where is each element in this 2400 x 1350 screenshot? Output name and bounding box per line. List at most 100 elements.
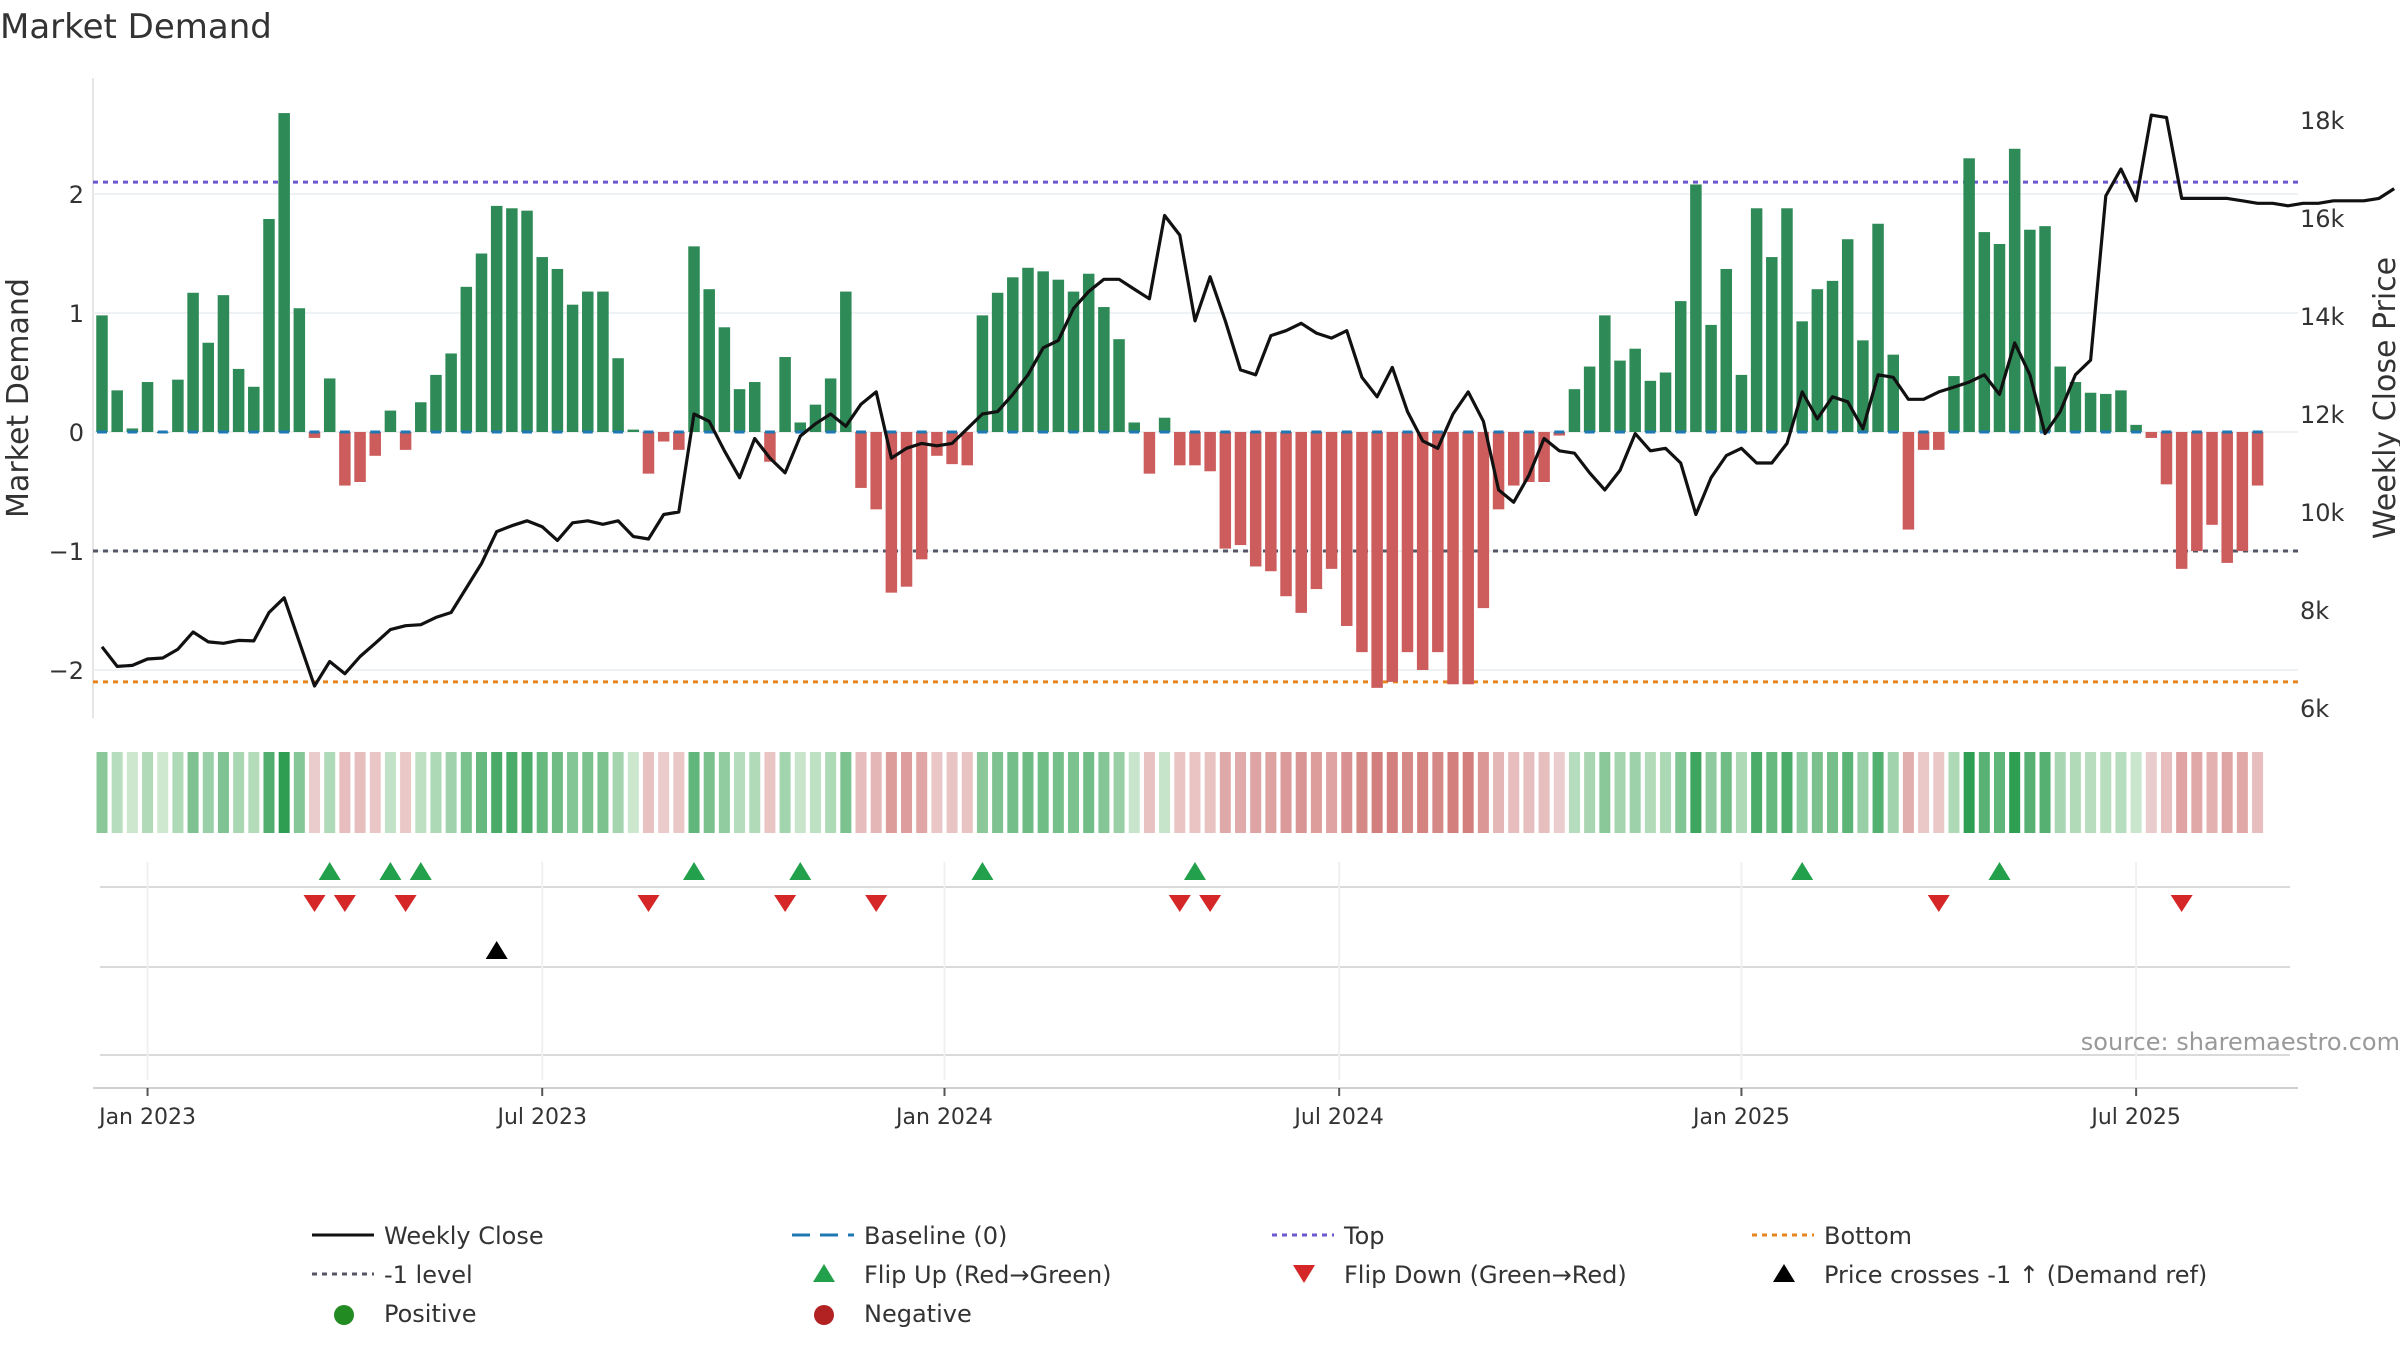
heat-cell bbox=[1902, 752, 1914, 833]
heat-cell bbox=[536, 752, 548, 833]
right-tick-label: 12k bbox=[2300, 401, 2345, 429]
heat-cell bbox=[1326, 752, 1338, 833]
heat-cell bbox=[2100, 752, 2112, 833]
demand-bar bbox=[1948, 376, 1960, 432]
heat-cell bbox=[1918, 752, 1930, 833]
heat-cell bbox=[1857, 752, 1869, 833]
demand-bar bbox=[1841, 239, 1854, 432]
demand-bar bbox=[1857, 340, 1869, 432]
heat-cell bbox=[521, 752, 533, 833]
legend-item-flip-down: Flip Down (Green→Red) bbox=[1293, 1261, 1627, 1289]
demand-bar bbox=[1098, 307, 1110, 432]
demand-bar bbox=[870, 432, 882, 510]
demand-bar bbox=[1022, 267, 1034, 432]
heat-cell bbox=[582, 752, 594, 833]
demand-bar bbox=[217, 295, 230, 432]
heat-cell bbox=[794, 752, 806, 833]
demand-bar bbox=[2236, 432, 2249, 551]
demand-bar bbox=[1933, 432, 1945, 450]
demand-bar bbox=[1523, 432, 1535, 482]
heat-cell bbox=[1811, 752, 1823, 833]
heat-cell bbox=[1827, 752, 1839, 833]
demand-bar bbox=[384, 410, 397, 432]
demand-bar bbox=[991, 292, 1004, 432]
demand-bar bbox=[582, 291, 594, 432]
demand-bar bbox=[1553, 432, 1566, 436]
legend-swatch bbox=[814, 1305, 834, 1325]
demand-bar bbox=[460, 286, 473, 432]
heat-cell bbox=[233, 752, 245, 833]
demand-bar bbox=[430, 374, 442, 432]
heat-cell bbox=[202, 752, 214, 833]
demand-bar bbox=[915, 432, 928, 560]
heat-cell bbox=[946, 752, 958, 833]
heat-cell bbox=[688, 752, 700, 833]
demand-bar bbox=[536, 257, 548, 432]
demand-bar bbox=[1705, 324, 1717, 432]
demand-bar bbox=[1158, 417, 1171, 432]
legend-label: Flip Up (Red→Green) bbox=[864, 1261, 1112, 1289]
left-tick-label: 0 bbox=[69, 419, 84, 447]
demand-bar bbox=[2115, 390, 2127, 432]
demand-bar bbox=[1735, 374, 1748, 432]
demand-bar bbox=[1401, 432, 1414, 653]
demand-bar bbox=[1265, 432, 1277, 572]
demand-bar bbox=[1325, 432, 1338, 569]
flip-down-marker bbox=[303, 895, 326, 912]
heat-cell bbox=[2085, 752, 2097, 833]
heat-cell bbox=[916, 752, 928, 833]
demand-bar bbox=[202, 342, 215, 432]
heat-cell bbox=[2145, 752, 2157, 833]
heat-cell bbox=[1295, 752, 1307, 833]
heat-cell bbox=[1159, 752, 1171, 833]
demand-bar bbox=[673, 432, 685, 450]
demand-bar bbox=[733, 389, 746, 432]
heat-cell bbox=[445, 752, 457, 833]
demand-bar bbox=[1052, 279, 1065, 432]
legend-item-flip-up: Flip Up (Red→Green) bbox=[813, 1261, 1112, 1289]
demand-bar bbox=[293, 308, 306, 432]
heat-cell bbox=[1493, 752, 1505, 833]
demand-bar bbox=[1750, 208, 1763, 432]
legend-item-bottom: Bottom bbox=[1752, 1222, 1912, 1250]
demand-bar bbox=[1507, 432, 1520, 486]
demand-bar bbox=[824, 378, 837, 432]
demand-bar bbox=[1204, 432, 1216, 472]
legend-item-top: Top bbox=[1272, 1222, 1385, 1250]
demand-bar bbox=[278, 113, 290, 432]
demand-bar bbox=[263, 218, 275, 432]
demand-bar bbox=[1538, 432, 1550, 482]
heat-cell bbox=[354, 752, 366, 833]
demand-bar bbox=[1386, 432, 1399, 682]
demand-bar bbox=[809, 404, 822, 432]
heat-cell bbox=[1538, 752, 1550, 833]
demand-bar bbox=[1781, 208, 1793, 432]
demand-bar bbox=[521, 210, 533, 432]
demand-bar bbox=[2145, 432, 2158, 438]
demand-bar bbox=[1280, 432, 1292, 597]
reference-lines bbox=[93, 180, 2298, 684]
heat-cell bbox=[1113, 752, 1125, 833]
heat-cell bbox=[1994, 752, 2005, 833]
demand-bar bbox=[1432, 432, 1444, 653]
demand-bar bbox=[748, 382, 761, 432]
demand-bar bbox=[111, 390, 123, 432]
demand-bar bbox=[445, 353, 457, 432]
heat-cell bbox=[1978, 752, 1990, 833]
demand-bar bbox=[1341, 432, 1353, 626]
heat-cell bbox=[1250, 752, 1262, 833]
heat-cell bbox=[2054, 752, 2066, 833]
legend-label: Positive bbox=[384, 1300, 477, 1328]
demand-bar bbox=[551, 268, 564, 432]
flip-down-marker bbox=[865, 895, 888, 912]
heat-cell bbox=[840, 752, 852, 833]
heat-cell bbox=[2221, 752, 2233, 833]
demand-bars bbox=[96, 113, 2264, 688]
demand-bar bbox=[1416, 432, 1429, 670]
heat-cell bbox=[2130, 752, 2142, 833]
demand-bar bbox=[369, 432, 381, 456]
heat-cell bbox=[901, 752, 913, 833]
heat-cell bbox=[1219, 752, 1231, 833]
heat-cell bbox=[248, 752, 260, 833]
heat-cell bbox=[1963, 752, 1975, 833]
